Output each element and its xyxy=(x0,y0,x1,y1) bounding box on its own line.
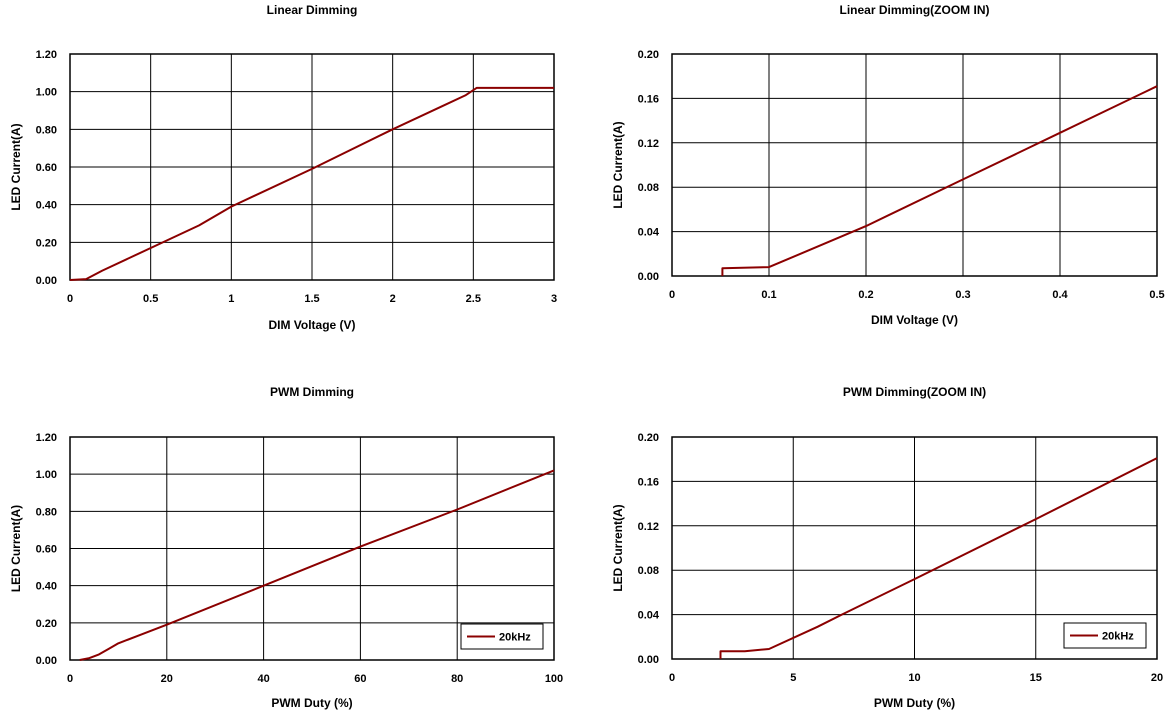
legend: 20kHz xyxy=(460,623,544,650)
x-tick-label: 100 xyxy=(545,673,563,685)
y-axis-label: LED Current(A) xyxy=(9,505,23,592)
x-tick-label: 2 xyxy=(390,293,396,305)
x-tick-label: 60 xyxy=(354,673,366,685)
x-tick-label: 80 xyxy=(451,673,463,685)
series-line xyxy=(69,86,554,281)
series-line xyxy=(79,469,555,661)
legend: 20kHz xyxy=(1063,622,1147,649)
x-axis-label: DIM Voltage (V) xyxy=(871,313,958,327)
legend-entry: 20kHz xyxy=(499,632,531,644)
x-tick-label: 20 xyxy=(161,673,173,685)
x-tick-label: 40 xyxy=(257,673,269,685)
x-axis-label: PWM Duty (%) xyxy=(271,696,352,710)
y-tick-label: 0.04 xyxy=(638,610,660,622)
x-axis-label: DIM Voltage (V) xyxy=(268,318,355,332)
x-tick-label: 15 xyxy=(1030,672,1042,684)
y-tick-label: 0.12 xyxy=(638,138,659,150)
x-tick-label: 1.5 xyxy=(304,293,319,305)
chart-panel-1: Linear Dimming 0 0.5 1 1.5 2 2.5 3 0.00 0.20 0.40 0… xyxy=(9,3,557,332)
y-axis-label: LED Current(A) xyxy=(9,123,23,210)
x-tick-label: 0.2 xyxy=(858,289,873,301)
y-tick-label: 0.16 xyxy=(638,93,659,105)
plot-area-frame xyxy=(671,53,1158,277)
x-tick-label: 0 xyxy=(669,289,675,301)
y-tick-label: 0.80 xyxy=(36,124,57,136)
y-tick-label: 1.00 xyxy=(36,87,57,99)
y-tick-label: 0.00 xyxy=(36,275,57,287)
chart-title: Linear Dimming xyxy=(267,3,358,17)
x-tick-label: 5 xyxy=(790,672,796,684)
y-tick-label: 0.20 xyxy=(638,49,659,61)
x-tick-label: 10 xyxy=(908,672,920,684)
chart-panel-2: Linear Dimming(ZOOM IN) 0 0.1 0.2 0.3 0.4 0.5 0… xyxy=(611,3,1165,327)
x-tick-label: 2.5 xyxy=(466,293,481,305)
x-tick-label: 0 xyxy=(67,293,73,305)
chart-panel-4: PWM Dimming(ZOOM IN) 0 5 10 15 20 0.00 0.04 0.08… xyxy=(611,385,1163,710)
series-line xyxy=(719,457,1158,659)
series-line xyxy=(721,85,1158,276)
y-tick-label: 0.16 xyxy=(638,476,659,488)
plot-area-frame xyxy=(69,436,555,661)
y-tick-label: 0.12 xyxy=(638,521,659,533)
chart-panel-3: PWM Dimming 0 20 40 60 80 100 0.00 0.20 0.40 0.60 0… xyxy=(9,385,563,710)
y-tick-label: 0.80 xyxy=(36,506,57,518)
plot-area-frame xyxy=(671,436,1158,660)
x-tick-label: 0.5 xyxy=(143,293,158,305)
y-axis-label: LED Current(A) xyxy=(611,121,625,208)
x-tick-label: 20 xyxy=(1151,672,1163,684)
x-tick-label: 0.5 xyxy=(1149,289,1164,301)
y-tick-label: 0.40 xyxy=(36,581,57,593)
y-tick-label: 0.00 xyxy=(36,655,57,667)
chart-title: PWM Dimming(ZOOM IN) xyxy=(843,385,986,399)
x-tick-label: 0.4 xyxy=(1052,289,1068,301)
x-tick-label: 0.3 xyxy=(955,289,970,301)
y-tick-label: 1.00 xyxy=(36,469,57,481)
chart-title: Linear Dimming(ZOOM IN) xyxy=(840,3,990,17)
y-tick-label: 0.60 xyxy=(36,162,57,174)
y-tick-label: 0.04 xyxy=(638,227,660,239)
x-tick-label: 0 xyxy=(669,672,675,684)
y-tick-label: 0.08 xyxy=(638,565,659,577)
chart-title: PWM Dimming xyxy=(270,385,354,399)
y-tick-label: 1.20 xyxy=(36,49,57,61)
y-tick-label: 0.60 xyxy=(36,544,57,556)
x-tick-label: 0.1 xyxy=(761,289,776,301)
y-tick-label: 0.08 xyxy=(638,182,659,194)
y-tick-label: 0.20 xyxy=(36,618,57,630)
legend-entry: 20kHz xyxy=(1102,631,1134,643)
y-axis-label: LED Current(A) xyxy=(611,504,625,591)
y-tick-label: 0.40 xyxy=(36,200,57,212)
y-tick-label: 0.20 xyxy=(36,237,57,249)
x-tick-label: 1 xyxy=(228,293,234,305)
x-tick-label: 3 xyxy=(551,293,557,305)
y-tick-label: 1.20 xyxy=(36,432,57,444)
y-tick-label: 0.00 xyxy=(638,654,659,666)
x-axis-label: PWM Duty (%) xyxy=(874,696,955,710)
x-tick-label: 0 xyxy=(67,673,73,685)
y-tick-label: 0.00 xyxy=(638,271,659,283)
y-tick-label: 0.20 xyxy=(638,432,659,444)
plot-area-frame xyxy=(69,53,555,281)
